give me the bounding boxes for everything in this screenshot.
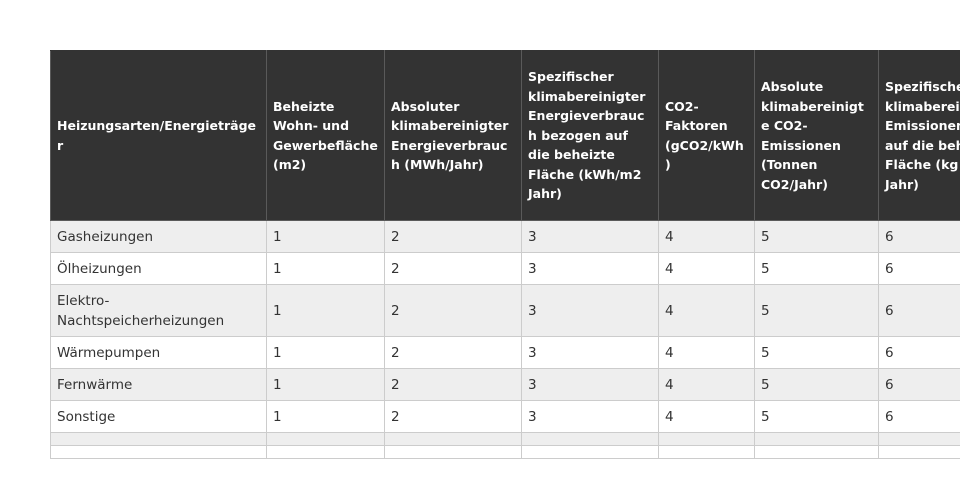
table-cell: 1 (266, 284, 385, 337)
table-cell: 1 (266, 400, 385, 433)
column-header-absolute-co2-emissionen: Absolute klimabereinigte CO2-Emissionen … (754, 50, 879, 221)
table-cell: 5 (754, 220, 879, 253)
table-cell: 1 (266, 336, 385, 369)
table-cell: 6 (878, 284, 960, 337)
table-cell: 2 (384, 252, 522, 285)
table-cell-empty (50, 445, 267, 459)
row-label: Fernwärme (50, 368, 267, 401)
table-cell: 1 (266, 220, 385, 253)
row-label: Wärmepumpen (50, 336, 267, 369)
row-label: Ölheizungen (50, 252, 267, 285)
table-cell: 5 (754, 368, 879, 401)
table-row-waermepumpen: Wärmepumpen 1 2 3 4 5 6 (50, 336, 960, 369)
energy-table: Heizungsarten/Energieträger Beheizte Woh… (50, 50, 960, 459)
table-row-empty (50, 432, 960, 446)
table-cell-empty (266, 432, 385, 446)
table-cell: 5 (754, 336, 879, 369)
table-cell: 4 (658, 368, 755, 401)
row-label: Sonstige (50, 400, 267, 433)
table-cell-empty (754, 432, 879, 446)
table-row-oelheizungen: Ölheizungen 1 2 3 4 5 6 (50, 252, 960, 285)
table-cell-empty (878, 432, 960, 446)
table-cell-empty (384, 445, 522, 459)
table-cell: 4 (658, 400, 755, 433)
table-cell: 1 (266, 368, 385, 401)
table-cell: 4 (658, 220, 755, 253)
column-header-beheizte-flaeche: Beheizte Wohn- und Gewerbefläche (m2) (266, 50, 385, 221)
table-cell-empty (878, 445, 960, 459)
table-container[interactable]: Heizungsarten/Energieträger Beheizte Woh… (50, 50, 960, 462)
table-cell: 3 (521, 284, 659, 337)
table-cell: 6 (878, 400, 960, 433)
table-cell-empty (658, 432, 755, 446)
table-row-fernwaerme: Fernwärme 1 2 3 4 5 6 (50, 368, 960, 401)
table-cell-empty (384, 432, 522, 446)
table-cell: 3 (521, 220, 659, 253)
table-cell: 5 (754, 252, 879, 285)
table-cell: 6 (878, 220, 960, 253)
table-cell: 4 (658, 252, 755, 285)
table-cell: 1 (266, 252, 385, 285)
table-row-elektro-nachtspeicherheizungen: Elektro-Nachtspeicherheizungen 1 2 3 4 5… (50, 284, 960, 337)
table-cell: 3 (521, 336, 659, 369)
table-cell: 3 (521, 368, 659, 401)
table-cell: 2 (384, 284, 522, 337)
table-cell: 4 (658, 284, 755, 337)
table-row-empty (50, 445, 960, 459)
table-cell: 2 (384, 336, 522, 369)
table-row-gasheizungen: Gasheizungen 1 2 3 4 5 6 (50, 220, 960, 253)
table-cell-empty (521, 432, 659, 446)
table-cell-empty (50, 432, 267, 446)
table-cell: 5 (754, 284, 879, 337)
table-cell: 5 (754, 400, 879, 433)
row-label: Elektro-Nachtspeicherheizungen (50, 284, 267, 337)
table-cell: 2 (384, 368, 522, 401)
column-header-spezifischer-energieverbrauch: Spezifischer klimabereinigter Energiever… (521, 50, 659, 221)
table-cell: 4 (658, 336, 755, 369)
table-row-sonstige: Sonstige 1 2 3 4 5 6 (50, 400, 960, 433)
table-cell: 6 (878, 336, 960, 369)
table-cell: 3 (521, 400, 659, 433)
table-header-row: Heizungsarten/Energieträger Beheizte Woh… (50, 50, 960, 221)
table-cell: 6 (878, 368, 960, 401)
table-cell: 2 (384, 220, 522, 253)
column-header-heizungsart: Heizungsarten/Energieträger (50, 50, 267, 221)
table-cell-empty (754, 445, 879, 459)
table-cell: 6 (878, 252, 960, 285)
table-cell-empty (266, 445, 385, 459)
column-header-co2-faktoren: CO2-Faktoren (gCO2/kWh) (658, 50, 755, 221)
table-cell: 2 (384, 400, 522, 433)
table-cell-empty (521, 445, 659, 459)
table-cell-empty (658, 445, 755, 459)
row-label: Gasheizungen (50, 220, 267, 253)
column-header-absoluter-energieverbrauch: Absoluter klimabereinigter Energieverbra… (384, 50, 522, 221)
column-header-spezifische-co2-emissionen: Spezifische klimabereinigte CO2-Emission… (878, 50, 960, 221)
table-cell: 3 (521, 252, 659, 285)
